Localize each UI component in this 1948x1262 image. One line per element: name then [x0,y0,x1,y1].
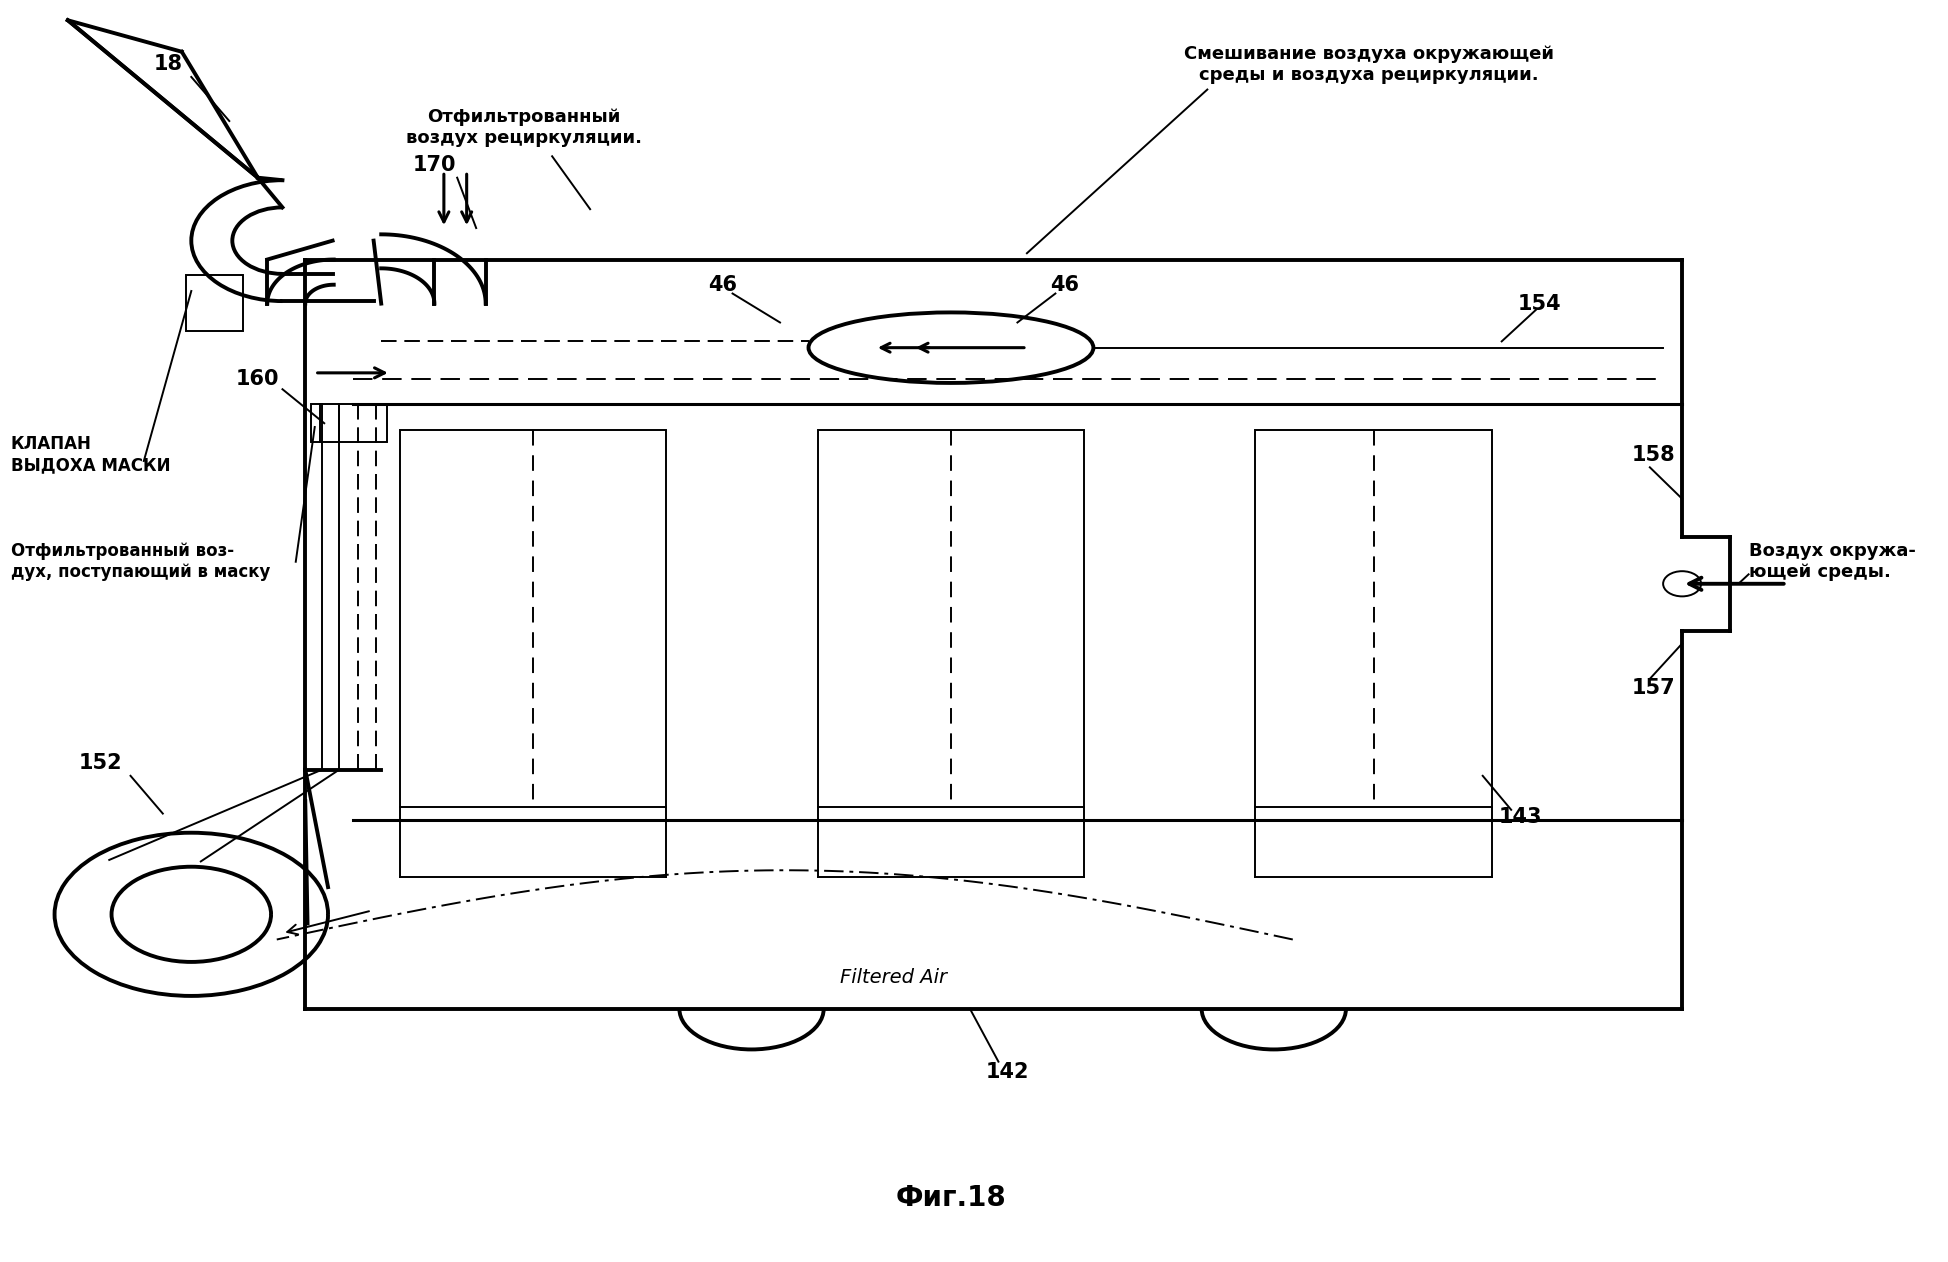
Text: Смешивание воздуха окружающей
среды и воздуха рециркуляции.: Смешивание воздуха окружающей среды и во… [1184,45,1555,83]
Text: 160: 160 [236,370,279,389]
Text: Отфильтрованный воз-
дух, поступающий в маску: Отфильтрованный воз- дух, поступающий в … [12,543,271,581]
Text: 46: 46 [709,275,738,295]
Text: 170: 170 [413,155,456,175]
Text: 143: 143 [1498,808,1543,828]
Text: 157: 157 [1632,678,1675,698]
Text: 154: 154 [1517,294,1562,313]
Text: Filtered Air: Filtered Air [840,968,947,987]
Text: 152: 152 [78,753,123,774]
Text: Отфильтрованный
воздух рециркуляции.: Отфильтрованный воздух рециркуляции. [405,109,641,146]
Text: Воздух окружа-
ющей среды.: Воздух окружа- ющей среды. [1749,543,1915,581]
Text: 158: 158 [1632,444,1675,464]
Text: 46: 46 [1050,275,1079,295]
Text: 18: 18 [154,54,183,74]
Text: 142: 142 [986,1061,1030,1082]
Text: КЛАПАН
ВЫДОХА МАСКИ: КЛАПАН ВЫДОХА МАСКИ [12,435,169,475]
Text: Фиг.18: Фиг.18 [896,1184,1007,1212]
Polygon shape [312,404,388,442]
